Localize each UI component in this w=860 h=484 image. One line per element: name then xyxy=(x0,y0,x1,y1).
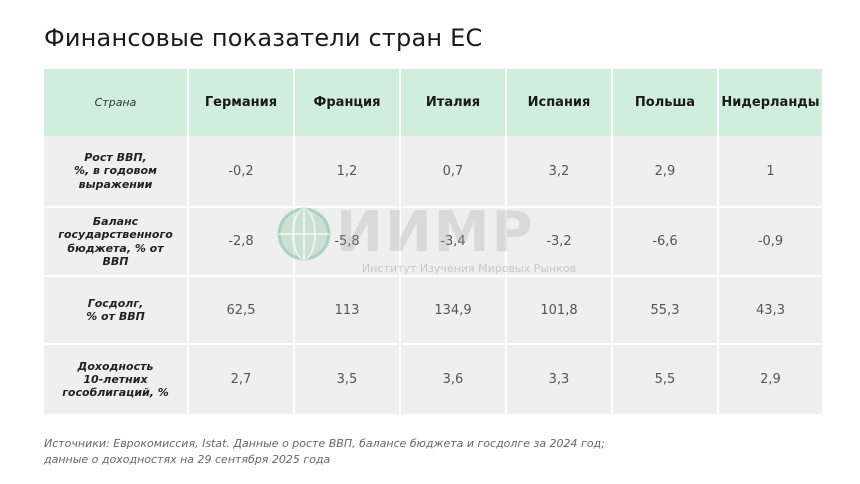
column-header-netherlands: Нидерланды xyxy=(719,69,822,136)
page-title: Финансовые показатели стран ЕС xyxy=(44,24,483,52)
column-header-spain: Испания xyxy=(507,69,611,136)
table-cell: 3,2 xyxy=(507,136,611,206)
table-cell: -3,2 xyxy=(507,206,611,275)
column-header-france: Франция xyxy=(295,69,399,136)
table-cell: -6,6 xyxy=(613,206,717,275)
table-cell: 0,7 xyxy=(401,136,505,206)
table-cell: 43,3 xyxy=(719,275,822,343)
table-cell: 62,5 xyxy=(189,275,293,343)
table-cell: 134,9 xyxy=(401,275,505,343)
column-header-germany: Германия xyxy=(189,69,293,136)
row-label-budget-balance: Баланс государственного бюджета, % от ВВ… xyxy=(44,206,187,275)
table-cell: 101,8 xyxy=(507,275,611,343)
table-cell: -0,9 xyxy=(719,206,822,275)
table-cell: 3,5 xyxy=(295,343,399,414)
table-cell: 2,9 xyxy=(719,343,822,414)
source-note: Источники: Еврокомиссия, Istat. Данные о… xyxy=(44,437,605,466)
table-cell: 1 xyxy=(719,136,822,206)
row-label-bond-yield: Доходность 10-летних гособлигаций, % xyxy=(44,343,187,414)
table-cell: 5,5 xyxy=(613,343,717,414)
table-cell: 1,2 xyxy=(295,136,399,206)
column-header-poland: Польша xyxy=(613,69,717,136)
table-cell: 2,9 xyxy=(613,136,717,206)
row-label-gdp-growth: Рост ВВП, %, в годовом выражении xyxy=(44,136,187,206)
row-label-public-debt: Госдолг, % от ВВП xyxy=(44,275,187,343)
financial-indicators-table: Страна Германия Франция Италия Испания П… xyxy=(44,69,822,414)
table-cell: -3,4 xyxy=(401,206,505,275)
table-corner-header: Страна xyxy=(44,69,187,136)
table-cell: 2,7 xyxy=(189,343,293,414)
table-cell: 55,3 xyxy=(613,275,717,343)
table-cell: -5,8 xyxy=(295,206,399,275)
table-cell: 3,6 xyxy=(401,343,505,414)
table-cell: 113 xyxy=(295,275,399,343)
table-cell: 3,3 xyxy=(507,343,611,414)
column-header-italy: Италия xyxy=(401,69,505,136)
table-cell: -2,8 xyxy=(189,206,293,275)
table-cell: -0,2 xyxy=(189,136,293,206)
